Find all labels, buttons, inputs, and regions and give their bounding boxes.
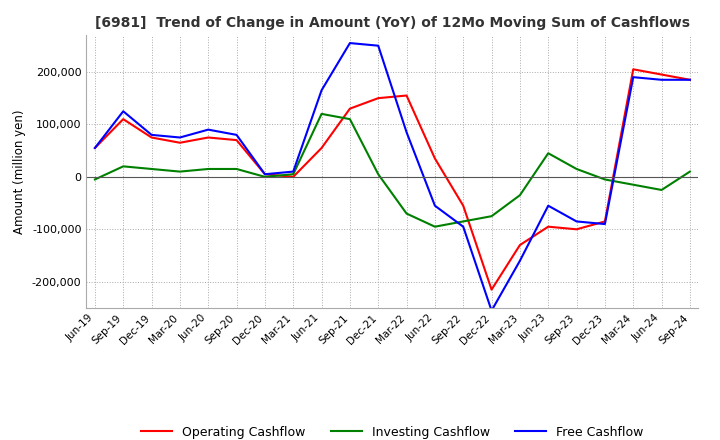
Operating Cashflow [318,145,326,150]
Line: Investing Cashflow: Investing Cashflow [95,114,690,227]
Free Cashflow [572,219,581,224]
Investing Cashflow [544,150,552,156]
Y-axis label: Amount (million yen): Amount (million yen) [14,110,27,234]
Investing Cashflow [431,224,439,229]
Operating Cashflow [204,135,212,140]
Operating Cashflow [233,137,241,143]
Free Cashflow [119,109,127,114]
Investing Cashflow [657,187,666,193]
Investing Cashflow [176,169,184,174]
Free Cashflow [289,169,297,174]
Operating Cashflow [516,242,524,248]
Operating Cashflow [459,203,467,209]
Free Cashflow [91,145,99,150]
Free Cashflow [318,88,326,93]
Investing Cashflow [685,169,694,174]
Investing Cashflow [487,213,496,219]
Free Cashflow [600,221,609,227]
Free Cashflow [459,224,467,229]
Free Cashflow [374,43,382,48]
Free Cashflow [176,135,184,140]
Operating Cashflow [600,219,609,224]
Investing Cashflow [346,117,354,122]
Investing Cashflow [261,174,269,180]
Legend: Operating Cashflow, Investing Cashflow, Free Cashflow: Operating Cashflow, Investing Cashflow, … [136,421,649,440]
Investing Cashflow [516,193,524,198]
Free Cashflow [431,203,439,209]
Free Cashflow [261,172,269,177]
Operating Cashflow [431,156,439,161]
Investing Cashflow [572,166,581,172]
Investing Cashflow [374,172,382,177]
Investing Cashflow [629,182,637,187]
Free Cashflow [487,308,496,313]
Investing Cashflow [459,219,467,224]
Free Cashflow [544,203,552,209]
Operating Cashflow [289,174,297,180]
Free Cashflow [402,130,411,135]
Operating Cashflow [91,145,99,150]
Operating Cashflow [148,135,156,140]
Title: [6981]  Trend of Change in Amount (YoY) of 12Mo Moving Sum of Cashflows: [6981] Trend of Change in Amount (YoY) o… [95,16,690,30]
Operating Cashflow [572,227,581,232]
Investing Cashflow [318,111,326,117]
Investing Cashflow [289,172,297,177]
Operating Cashflow [544,224,552,229]
Free Cashflow [204,127,212,132]
Free Cashflow [346,40,354,46]
Operating Cashflow [261,172,269,177]
Operating Cashflow [346,106,354,111]
Free Cashflow [148,132,156,138]
Investing Cashflow [91,177,99,182]
Operating Cashflow [487,287,496,292]
Operating Cashflow [657,72,666,77]
Investing Cashflow [402,211,411,216]
Investing Cashflow [148,166,156,172]
Operating Cashflow [402,93,411,98]
Investing Cashflow [233,166,241,172]
Free Cashflow [233,132,241,138]
Operating Cashflow [629,66,637,72]
Operating Cashflow [176,140,184,145]
Free Cashflow [657,77,666,82]
Free Cashflow [685,77,694,82]
Free Cashflow [629,74,637,80]
Operating Cashflow [374,95,382,101]
Free Cashflow [516,258,524,264]
Line: Free Cashflow: Free Cashflow [95,43,690,311]
Operating Cashflow [685,77,694,82]
Investing Cashflow [119,164,127,169]
Operating Cashflow [119,117,127,122]
Investing Cashflow [600,177,609,182]
Line: Operating Cashflow: Operating Cashflow [95,69,690,290]
Investing Cashflow [204,166,212,172]
